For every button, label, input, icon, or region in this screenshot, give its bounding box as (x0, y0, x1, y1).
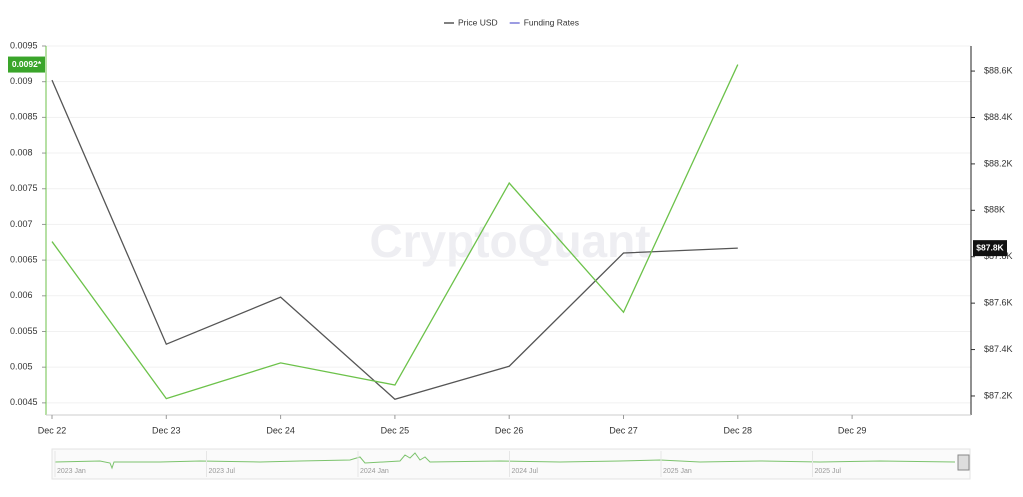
legend-label: Funding Rates (524, 17, 579, 27)
current-value: 0.0092* (8, 56, 45, 73)
navigator-label: 2023 Jan (57, 468, 86, 475)
y2-tick-label: $87.6K (984, 298, 1013, 308)
y2-tick-label: $88.2K (984, 158, 1013, 168)
x-tick-label: Dec 26 (495, 425, 524, 435)
series-line (51, 79, 738, 400)
y-tick-label: 0.007 (10, 219, 33, 229)
legend-label: Price USD (458, 17, 498, 27)
y2-tick-label: $88.6K (984, 65, 1013, 75)
x-tick-label: Dec 29 (838, 425, 867, 435)
y-tick-label: 0.005 (10, 362, 33, 372)
navigator-line (54, 452, 956, 470)
current-value: $87.8K (973, 240, 1007, 257)
y-tick-label: 0.0055 (10, 326, 38, 336)
current-value-label: 0.0092* (12, 59, 42, 69)
y-tick-label: 0.0075 (10, 183, 38, 193)
current-value-box (8, 56, 45, 73)
y2-tick-label: $87.4K (984, 344, 1013, 354)
navigator-label: 2023 Jul (209, 468, 236, 475)
y2-tick-label: $88.4K (984, 112, 1013, 122)
navigator[interactable] (51, 448, 971, 480)
y2-tick-label: $88K (984, 205, 1005, 215)
x-tick-label: Dec 23 (152, 425, 181, 435)
y2-tick-label: $87.2K (984, 390, 1013, 400)
navigator-label: 2024 Jul (512, 468, 539, 475)
current-value-box (973, 240, 1007, 257)
x-tick-label: Dec 27 (609, 425, 638, 435)
y-tick-label: 0.009 (10, 76, 33, 86)
current-value-label: $87.8K (976, 242, 1004, 252)
y-tick-label: 0.0045 (10, 397, 38, 407)
y-tick-label: 0.008 (10, 147, 33, 157)
navigator-label: 2024 Jan (360, 468, 389, 475)
navigator-label: 2025 Jul (815, 468, 842, 475)
x-tick-label: Dec 25 (381, 425, 410, 435)
y-tick-label: 0.0085 (10, 112, 38, 122)
x-tick-label: Dec 22 (38, 425, 67, 435)
navigator-handle[interactable] (957, 454, 970, 471)
series-line (51, 64, 739, 400)
x-tick-label: Dec 28 (724, 425, 753, 435)
navigator-label: 2025 Jan (663, 468, 692, 475)
watermark: CryptoQuant (369, 215, 650, 267)
x-tick-label: Dec 24 (266, 425, 295, 435)
y-tick-label: 0.0065 (10, 254, 38, 264)
y-tick-label: 0.0095 (10, 40, 38, 50)
y-tick-label: 0.006 (10, 290, 33, 300)
